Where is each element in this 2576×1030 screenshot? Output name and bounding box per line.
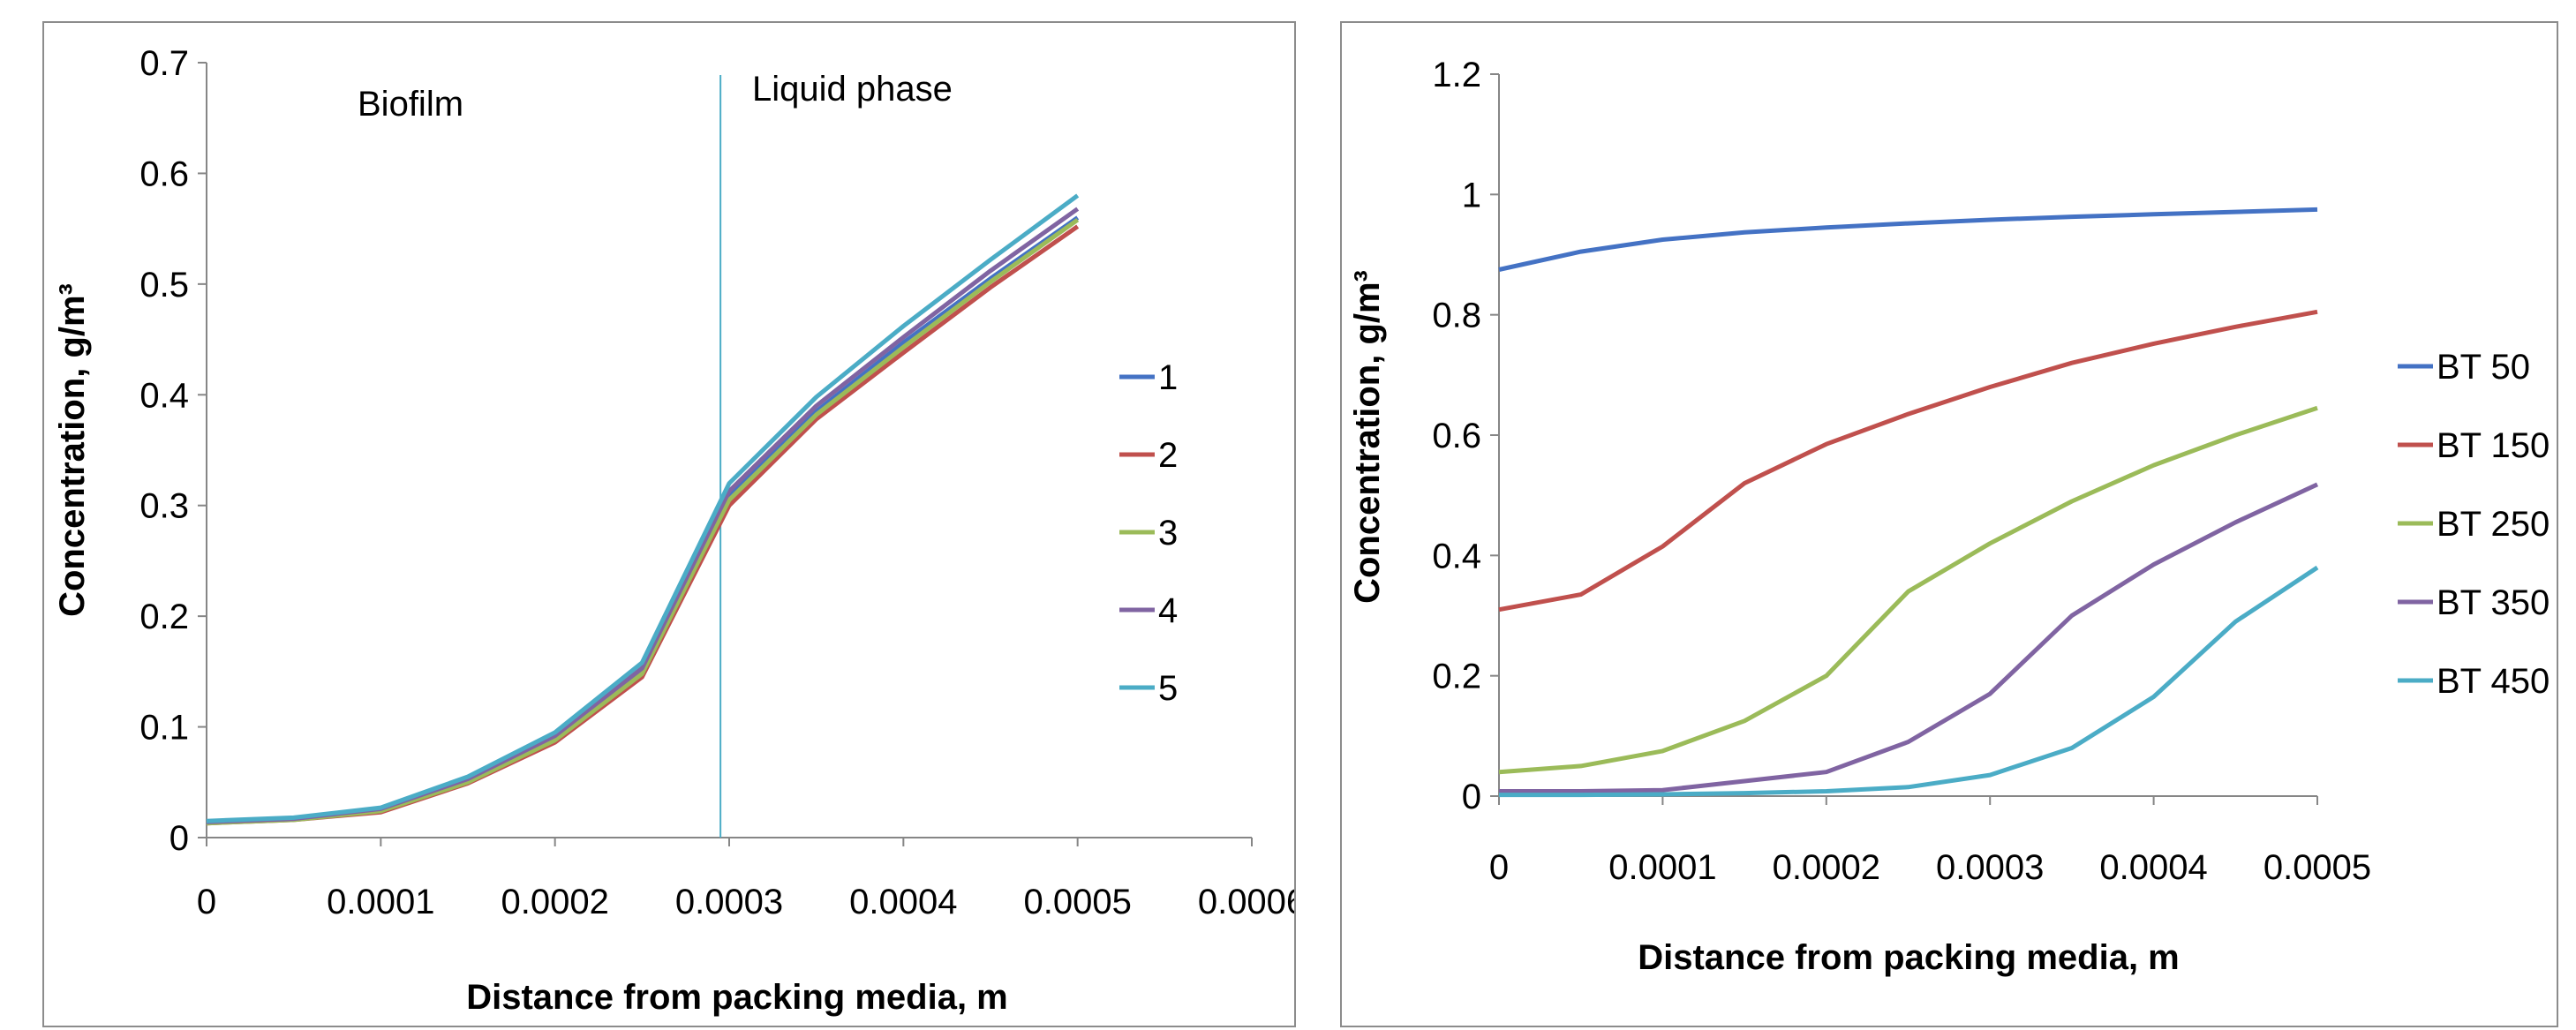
y-tick-label: 0.4 [1432, 537, 1481, 575]
chart-panel-left: 0 0.1 0.2 0.3 0.4 0.5 0.6 0.7 0 0.0001 0.0002 0.00… [42, 21, 1306, 1027]
x-axis-title: Distance from packing media, m [1638, 938, 2180, 977]
legend-label: 5 [1158, 669, 1178, 708]
y-tick-label: 0.2 [1432, 658, 1481, 696]
x-tick-label: 0 [1489, 848, 1509, 887]
y-tick-label: 0.1 [139, 709, 189, 748]
series-line-bt-150 [1498, 309, 2318, 613]
y-tick-label: 0.6 [139, 154, 189, 193]
series-line-bt-50 [1498, 207, 2318, 272]
x-axis-title: Distance from packing media, m [466, 978, 1008, 1017]
series-line-5 [206, 193, 1080, 823]
chart-right-svg: 0 0.2 0.4 0.6 0.8 1 1.2 0 0.0001 0.0002 0.0003 0.0… [1348, 56, 2550, 977]
y-tick-label: 0.6 [1432, 417, 1481, 455]
y-tick-label: 0.8 [1432, 297, 1481, 335]
legend-label: BT 150 [2437, 426, 2550, 465]
y-axis-title: Concentration, g/m³ [53, 283, 92, 617]
series-line-1 [206, 215, 1080, 824]
x-tick-label: 0.0001 [1608, 848, 1716, 887]
y-tick-label: 0 [1462, 778, 1481, 816]
legend-label: 2 [1158, 436, 1178, 475]
y-tick-label: 1 [1462, 176, 1481, 214]
legend-label: 3 [1158, 514, 1178, 553]
annotation-biofilm: Biofilm [358, 85, 463, 124]
y-tick-label: 0.7 [139, 44, 189, 83]
series-line-bt-350 [1499, 482, 2319, 793]
series-line-bt-450 [1499, 565, 2319, 798]
x-tick-label: 0.0002 [501, 883, 608, 921]
y-tick-label: 1.2 [1432, 56, 1481, 94]
series-line-bt-250 [1498, 405, 2318, 775]
y-tick-label: 0.5 [139, 266, 189, 304]
chart-left-svg: 0 0.1 0.2 0.3 0.4 0.5 0.6 0.7 0 0.0001 0.0002 0.00… [53, 44, 1306, 1017]
y-tick-label: 0.4 [139, 376, 189, 415]
x-tick-label: 0.0004 [849, 883, 957, 921]
legend-label: BT 350 [2437, 583, 2550, 622]
x-tick-label: 0.0004 [2099, 848, 2207, 887]
x-tick-label: 0.0005 [1023, 883, 1131, 921]
x-tick-label: 0.0003 [1936, 848, 2044, 887]
x-tick-label: 0 [197, 883, 216, 921]
x-tick-label: 0.0003 [675, 883, 783, 921]
chart-panel-right: 0 0.2 0.4 0.6 0.8 1 1.2 0 0.0001 0.0002 0.0003 0.0… [1340, 21, 2558, 1027]
x-tick-label: 0.0006 [1198, 883, 1294, 921]
series-line-4 [206, 207, 1080, 824]
x-tick-label: 0.0002 [1773, 848, 1880, 887]
x-tick-label: 0.0005 [2263, 848, 2371, 887]
y-tick-label: 0 [169, 819, 189, 858]
legend-label: 4 [1158, 591, 1178, 630]
x-tick-label: 0.0001 [327, 883, 434, 921]
legend-label: BT 50 [2437, 348, 2530, 387]
y-tick-label: 0.3 [139, 487, 189, 526]
legend-label: BT 250 [2437, 505, 2550, 544]
y-axis-title: Concentration, g/m³ [1348, 270, 1387, 604]
legend-label: BT 450 [2437, 662, 2550, 701]
y-tick-label: 0.2 [139, 598, 189, 636]
annotation-liquid-phase: Liquid phase [752, 70, 953, 109]
legend-label: 1 [1158, 358, 1178, 397]
